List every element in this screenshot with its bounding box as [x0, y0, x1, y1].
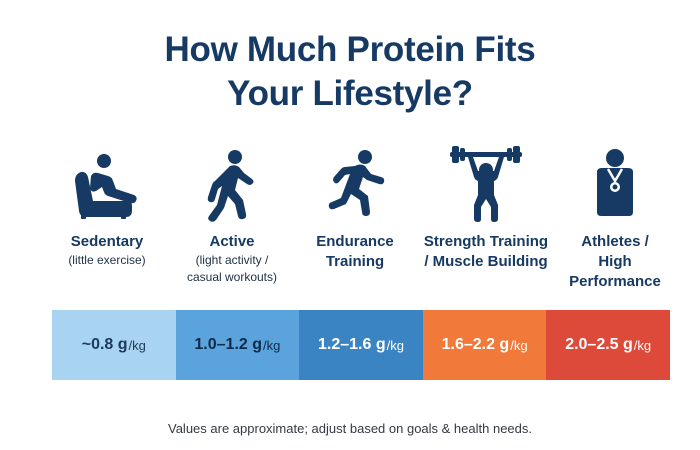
range-value: 2.0–2.5 g — [565, 336, 633, 353]
weightlifter-icon — [446, 146, 526, 226]
subtext-line: (little exercise) — [68, 253, 146, 267]
walking-person-icon — [192, 146, 272, 226]
label-line: High — [598, 253, 632, 270]
category-strength: Strength Training / Muscle Building — [420, 146, 552, 272]
category-label: Active — [209, 232, 254, 252]
running-person-icon — [315, 146, 395, 226]
range-segment-strength: 1.6–2.2 g/kg — [422, 310, 547, 380]
category-endurance: Endurance Training — [290, 146, 420, 272]
category-active: Active (light activity / casual workouts… — [167, 146, 297, 286]
range-segment-athletes: 2.0–2.5 g/kg — [546, 310, 670, 380]
category-athletes: Athletes / High Performance — [552, 146, 678, 292]
range-unit: /kg — [128, 337, 146, 353]
page-title: How Much Protein Fits Your Lifestyle? — [0, 28, 700, 116]
range-value: 1.2–1.6 g — [318, 336, 386, 353]
range-value: 1.6–2.2 g — [441, 336, 510, 353]
category-subtext: (light activity / casual workouts) — [187, 252, 277, 286]
category-subtext: (little exercise) — [68, 252, 145, 269]
subtext-line: (light activity / — [195, 253, 269, 267]
label-line: Active — [209, 233, 255, 250]
label-line: Strength Training — [423, 233, 549, 250]
category-label: Athletes / High Performance — [569, 232, 661, 292]
category-label: Strength Training / Muscle Building — [424, 232, 548, 272]
protein-range-bar: ~0.8 g/kg 1.0–1.2 g/kg 1.2–1.6 g/kg 1.6–… — [52, 310, 670, 380]
category-sedentary: Sedentary (little exercise) — [42, 146, 172, 269]
label-line: Athletes / — [581, 233, 649, 250]
range-unit: /kg — [633, 337, 652, 353]
range-value: 1.0–1.2 g — [194, 336, 263, 353]
reclining-person-icon — [67, 146, 147, 226]
label-line: / Muscle Building — [424, 253, 548, 270]
footnote: Values are approximate; adjust based on … — [168, 421, 532, 436]
range-segment-endurance: 1.2–1.6 g/kg — [299, 310, 423, 380]
label-line: Training — [325, 253, 385, 270]
range-value: ~0.8 g — [81, 336, 128, 353]
range-segment-sedentary: ~0.8 g/kg — [52, 310, 176, 380]
label-line: Performance — [569, 273, 661, 290]
category-label: Endurance Training — [316, 232, 394, 272]
category-label: Sedentary — [71, 232, 144, 252]
range-segment-active: 1.0–1.2 g/kg — [175, 310, 300, 380]
title-line-2: Your Lifestyle? — [227, 74, 473, 113]
label-line: Endurance — [316, 233, 394, 250]
title-line-1: How Much Protein Fits — [164, 30, 536, 69]
label-line: Sedentary — [70, 233, 144, 250]
subtext-line: casual workouts) — [186, 270, 278, 284]
medal-athlete-icon — [575, 146, 655, 226]
range-unit: /kg — [510, 337, 528, 353]
range-unit: /kg — [386, 337, 404, 353]
range-unit: /kg — [263, 337, 281, 353]
